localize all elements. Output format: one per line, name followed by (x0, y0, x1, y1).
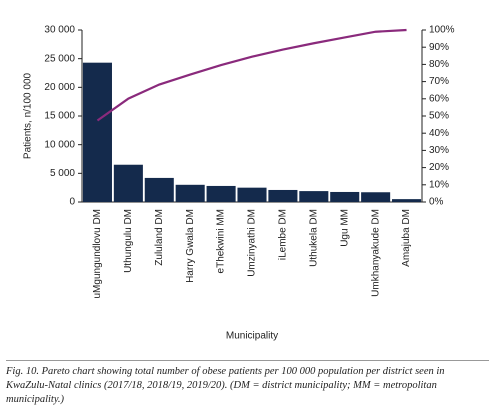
bar (113, 164, 143, 202)
caption: Fig. 10. Pareto chart showing total numb… (6, 360, 489, 407)
y2-tick-label: 40% (429, 128, 449, 139)
y-axis-label: Patients, n/100 000 (23, 72, 34, 159)
x-tick-label: Umzinyathi DM (247, 209, 258, 277)
x-tick-label: eThekwini MM (216, 209, 227, 273)
x-tick-label: Uthukela DM (308, 209, 319, 267)
bar (82, 62, 112, 203)
x-tick-label: uMgungundlovu DM (92, 209, 103, 299)
x-tick-label: Uthungulu DM (123, 209, 134, 273)
bar (175, 184, 205, 202)
y2-tick-label: 60% (429, 93, 449, 104)
x-axis-label: Municipality (226, 331, 278, 342)
y2-tick-label: 80% (429, 59, 449, 70)
y-tick-label: 20 000 (44, 82, 75, 93)
y2-tick-label: 70% (429, 76, 449, 87)
y2-tick-label: 0% (429, 197, 444, 208)
x-tick-label: Amajuba DM (401, 209, 412, 267)
y2-tick-label: 30% (429, 145, 449, 156)
bar (268, 189, 298, 202)
x-tick-label: Ugu MM (339, 209, 350, 247)
x-tick-label: iLembe DM (278, 209, 289, 260)
y-tick-label: 30 000 (44, 25, 75, 36)
y-tick-label: 0 (69, 197, 75, 208)
bar (392, 199, 422, 202)
y-tick-label: 5 000 (50, 168, 75, 179)
y2-tick-label: 10% (429, 179, 449, 190)
bar (237, 187, 267, 202)
cumulative-line (96, 28, 407, 122)
y-tick-label: 10 000 (44, 139, 75, 150)
bar (299, 191, 329, 202)
y2-tick-label: 50% (429, 111, 449, 122)
x-tick-label: Harry Gwala DM (185, 209, 196, 283)
y2-tick-label: 100% (429, 25, 455, 36)
bar (206, 185, 236, 202)
y2-tick-label: 20% (429, 162, 449, 173)
chart: Patients, n/100 000 Municipality 0 5 000 1… (23, 25, 455, 342)
y-tick-label: 25 000 (44, 53, 75, 64)
x-tick-label: Zululand DM (154, 209, 165, 266)
x-tick-label: Umkhanyakude DM (370, 209, 381, 297)
bar (144, 177, 174, 202)
y-tick-label: 15 000 (44, 111, 75, 122)
bar (361, 192, 391, 202)
bar (330, 191, 360, 202)
y2-tick-label: 90% (429, 42, 449, 53)
